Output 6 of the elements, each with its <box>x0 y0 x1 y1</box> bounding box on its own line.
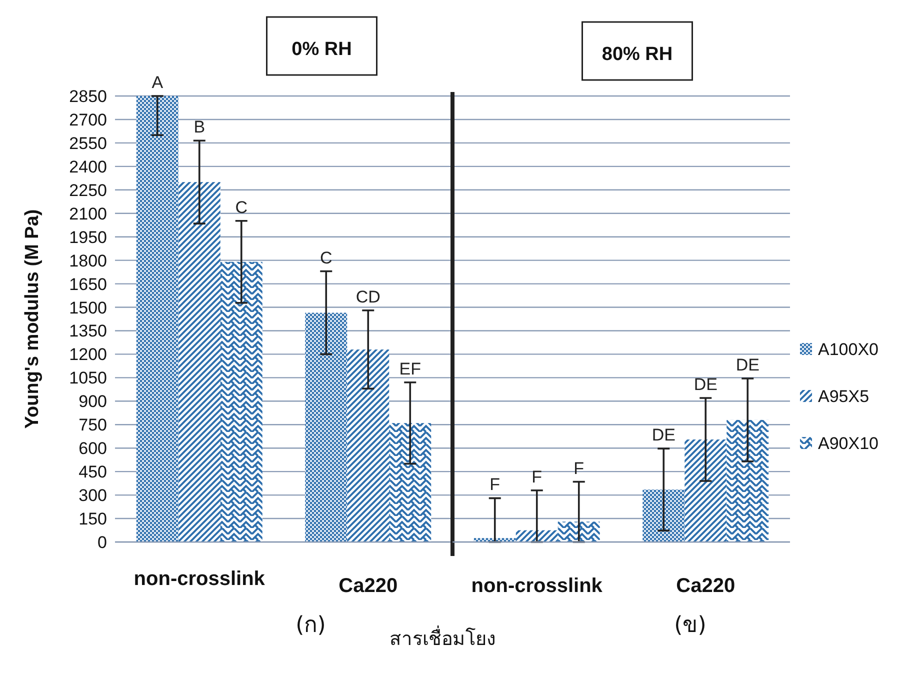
xlabel: สารเชื่อมโยง <box>390 628 496 650</box>
title: 0% RH <box>292 39 352 60</box>
ylabel: Young's modulus (M Pa) <box>22 209 43 429</box>
annotation: (ข) <box>674 613 706 638</box>
title: 80% RH <box>602 44 673 65</box>
annotation: (ก) <box>296 613 326 638</box>
